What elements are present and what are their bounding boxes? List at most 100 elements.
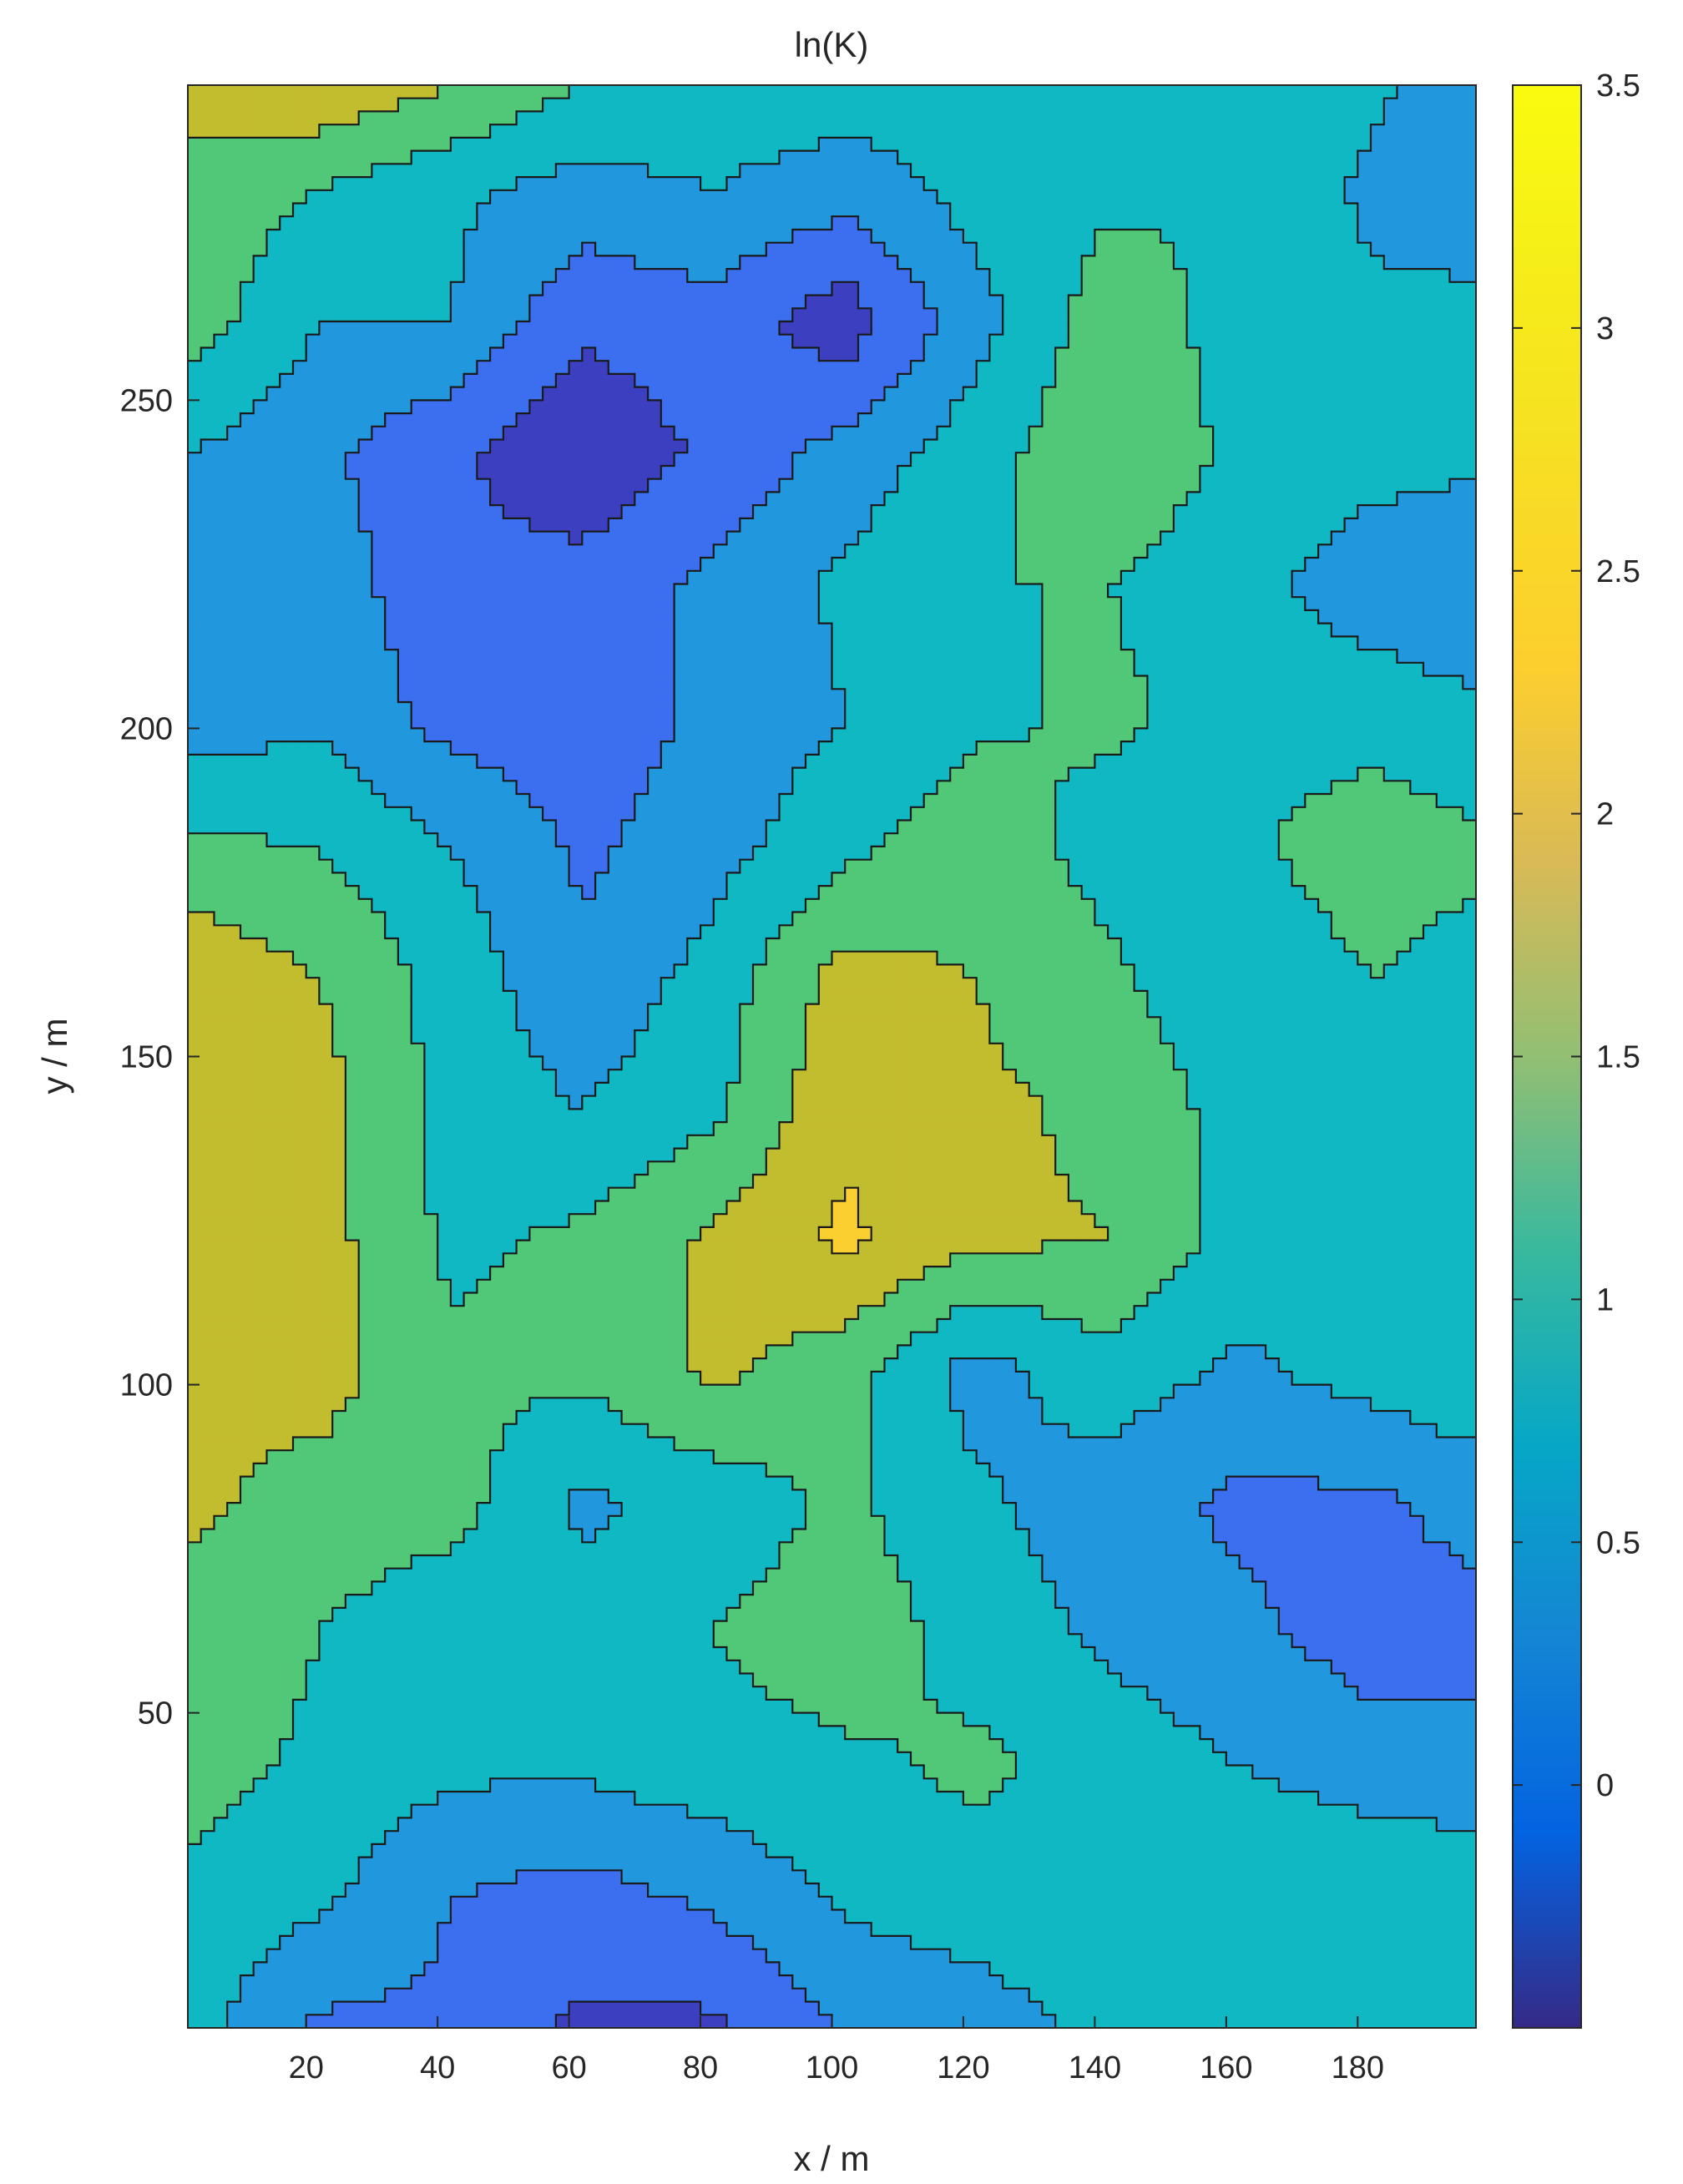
contour-cell <box>1135 1489 1148 1503</box>
contour-cell <box>819 1358 832 1372</box>
contour-cell <box>989 1870 1003 1883</box>
contour-cell <box>792 1858 806 1871</box>
contour-cell <box>1069 1477 1082 1490</box>
contour-cell <box>806 1634 819 1647</box>
contour-cell <box>792 1555 806 1569</box>
contour-cell <box>963 1936 977 1949</box>
contour-cell <box>201 1516 215 1529</box>
contour-cell <box>1003 1858 1016 1871</box>
contour-cell <box>1082 1477 1095 1490</box>
contour-cell <box>306 1989 320 2002</box>
contour-cell <box>1463 2002 1476 2015</box>
contour-cell <box>1094 1437 1108 1450</box>
contour-cell <box>661 1792 675 1805</box>
contour-cell <box>254 1647 267 1661</box>
contour-cell <box>266 2015 280 2028</box>
contour-cell <box>740 1464 753 1477</box>
contour-cell <box>648 1752 661 1766</box>
contour-cell <box>556 1450 569 1464</box>
contour-cell <box>1371 1883 1384 1897</box>
contour-cell <box>1069 1489 1082 1503</box>
contour-cell <box>464 1673 478 1686</box>
contour-cell <box>1147 1661 1160 1674</box>
contour-cell <box>1055 1398 1069 1411</box>
contour-cell <box>780 1608 793 1621</box>
contour-cell <box>437 1883 451 1897</box>
contour-cell <box>1437 1634 1450 1647</box>
contour-cell <box>634 1372 648 1385</box>
contour-cell <box>1279 1372 1292 1385</box>
contour-cell <box>569 1661 583 1674</box>
contour-cell <box>819 1792 832 1805</box>
contour-cell <box>622 1411 635 1424</box>
contour-cell <box>1094 1555 1108 1569</box>
contour-cell <box>1384 1450 1397 1464</box>
contour-cell <box>503 1858 517 1871</box>
contour-cell <box>1437 1700 1450 1713</box>
contour-cell <box>595 1673 609 1686</box>
contour-cell <box>1279 1477 1292 1490</box>
contour-cell <box>1135 1673 1148 1686</box>
contour-cell <box>1108 1437 1121 1450</box>
contour-cell <box>937 2002 950 2015</box>
contour-cell <box>1055 1372 1069 1385</box>
contour-cell <box>648 1805 661 1818</box>
contour-cell <box>687 1792 700 1805</box>
contour-cell <box>1397 1897 1411 1910</box>
contour-cell <box>490 1555 503 1569</box>
contour-cell <box>1016 1805 1029 1818</box>
contour-cell <box>1332 1713 1345 1726</box>
contour-cell <box>648 1464 661 1477</box>
contour-cell <box>1174 1372 1187 1385</box>
contour-cell <box>371 1883 385 1897</box>
contour-cell <box>1094 1608 1108 1621</box>
contour-cell <box>1345 1739 1358 1752</box>
contour-cell <box>740 1909 753 1923</box>
contour-cell <box>1135 1647 1148 1661</box>
contour-cell <box>1029 1817 1043 1831</box>
contour-cell <box>1094 1713 1108 1726</box>
contour-cell <box>872 1975 885 1989</box>
contour-cell <box>1437 1464 1450 1477</box>
contour-cell <box>1252 1817 1266 1831</box>
contour-cell <box>1187 1489 1200 1503</box>
contour-cell <box>1003 1569 1016 1582</box>
contour-cell <box>1384 1372 1397 1385</box>
contour-cell <box>1371 1503 1384 1516</box>
contour-cell <box>1384 1529 1397 1543</box>
contour-cell <box>858 1673 872 1686</box>
contour-cell <box>1147 2015 1160 2028</box>
contour-cell <box>424 1989 437 2002</box>
contour-cell <box>858 1778 872 1792</box>
contour-cell <box>451 1817 464 1831</box>
contour-cell <box>451 1647 464 1661</box>
contour-cell <box>346 1608 359 1621</box>
contour-cell <box>1332 1581 1345 1595</box>
contour-cell <box>1410 1713 1423 1726</box>
contour-cell <box>1147 1398 1160 1411</box>
contour-cell <box>687 1555 700 1569</box>
contour-cell <box>753 1752 766 1766</box>
contour-cell <box>648 1385 661 1398</box>
contour-cell <box>1174 1949 1187 1963</box>
contour-cell <box>924 1805 938 1818</box>
contour-cell <box>254 1424 267 1438</box>
contour-cell <box>819 1831 832 1844</box>
contour-cell <box>911 1870 924 1883</box>
contour-cell <box>1055 1858 1069 1871</box>
contour-cell <box>634 2015 648 2028</box>
contour-cell <box>687 1385 700 1398</box>
contour-cell <box>1384 1661 1397 1674</box>
contour-cell <box>806 1923 819 1936</box>
contour-cell <box>346 1831 359 1844</box>
contour-cell <box>1397 2002 1411 2015</box>
contour-cell <box>1200 1398 1213 1411</box>
contour-cell <box>989 1766 1003 1779</box>
contour-cell <box>1397 1385 1411 1398</box>
contour-cell <box>792 1398 806 1411</box>
contour-cell <box>1121 2015 1135 2028</box>
contour-cell <box>398 1437 412 1450</box>
contour-cell <box>1055 1713 1069 1726</box>
contour-cell <box>1437 1962 1450 1975</box>
contour-cell <box>1397 1372 1411 1385</box>
